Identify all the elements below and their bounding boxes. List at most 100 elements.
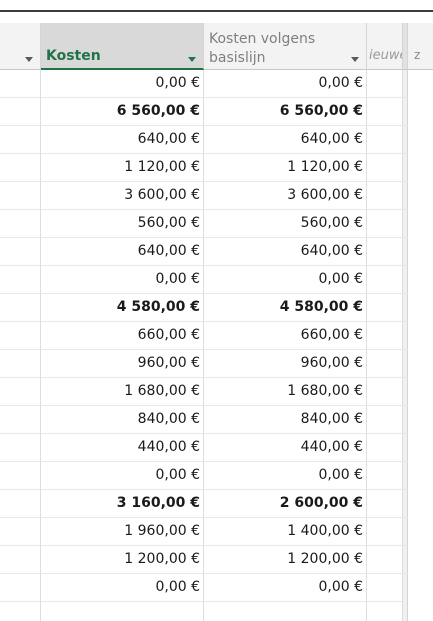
chevron-down-icon[interactable] — [188, 57, 196, 62]
row-selector[interactable] — [0, 238, 41, 266]
row-selector[interactable] — [0, 490, 41, 518]
table-row[interactable]: 0,00 €0,00 € — [0, 266, 433, 294]
table-cell[interactable] — [367, 588, 403, 621]
table-row[interactable]: 560,00 €560,00 € — [0, 210, 433, 238]
kosten-cell[interactable]: 440,00 € — [41, 434, 204, 462]
table-cell[interactable] — [0, 588, 41, 621]
kosten-cell[interactable]: 660,00 € — [41, 322, 204, 350]
pane-divider[interactable] — [403, 322, 408, 350]
pane-divider[interactable] — [403, 126, 408, 154]
table-row[interactable]: 3 600,00 €3 600,00 € — [0, 182, 433, 210]
column-header-prev[interactable] — [0, 23, 41, 70]
kosten-cell[interactable]: 0,00 € — [41, 266, 204, 294]
row-selector[interactable] — [0, 378, 41, 406]
table-row[interactable]: 1 120,00 €1 120,00 € — [0, 154, 433, 182]
table-cell[interactable] — [367, 294, 403, 322]
kosten-cell[interactable]: 0,00 € — [41, 70, 204, 98]
basislijn-cell[interactable]: 640,00 € — [204, 126, 367, 154]
kosten-cell[interactable]: 1 680,00 € — [41, 378, 204, 406]
table-row[interactable]: 0,00 €0,00 € — [0, 574, 433, 602]
table-cell[interactable] — [367, 518, 403, 546]
kosten-cell[interactable]: 6 560,00 € — [41, 98, 204, 126]
row-selector[interactable] — [0, 126, 41, 154]
pane-divider[interactable] — [403, 518, 408, 546]
kosten-cell[interactable]: 640,00 € — [41, 126, 204, 154]
table-cell[interactable] — [367, 98, 403, 126]
row-selector[interactable] — [0, 294, 41, 322]
table-cell[interactable] — [367, 266, 403, 294]
table-cell[interactable] — [367, 490, 403, 518]
kosten-cell[interactable]: 1 120,00 € — [41, 154, 204, 182]
pane-divider[interactable] — [403, 23, 408, 70]
pane-divider[interactable] — [403, 378, 408, 406]
table-cell[interactable] — [367, 322, 403, 350]
table-cell[interactable] — [367, 350, 403, 378]
table-row[interactable]: 840,00 €840,00 € — [0, 406, 433, 434]
table-cell[interactable] — [367, 210, 403, 238]
row-selector[interactable] — [0, 434, 41, 462]
basislijn-cell[interactable]: 0,00 € — [204, 70, 367, 98]
kosten-cell[interactable]: 1 960,00 € — [41, 518, 204, 546]
kosten-cell[interactable]: 1 200,00 € — [41, 546, 204, 574]
summary-row[interactable]: 6 560,00 €6 560,00 € — [0, 98, 433, 126]
pane-divider[interactable] — [403, 98, 408, 126]
kosten-cell[interactable]: 3 600,00 € — [41, 182, 204, 210]
table-cell[interactable] — [367, 238, 403, 266]
basislijn-cell[interactable]: 0,00 € — [204, 462, 367, 490]
column-header-kosten[interactable]: Kosten — [41, 23, 204, 70]
pane-divider[interactable] — [403, 238, 408, 266]
pane-divider[interactable] — [403, 350, 408, 378]
pane-divider[interactable] — [403, 406, 408, 434]
pane-divider[interactable] — [403, 266, 408, 294]
table-row[interactable]: 1 960,00 €1 400,00 € — [0, 518, 433, 546]
row-selector[interactable] — [0, 182, 41, 210]
table-row[interactable]: 0,00 €0,00 € — [0, 70, 433, 98]
table-row[interactable]: 1 680,00 €1 680,00 € — [0, 378, 433, 406]
row-selector[interactable] — [0, 210, 41, 238]
basislijn-cell[interactable]: 4 580,00 € — [204, 294, 367, 322]
pane-divider[interactable] — [403, 154, 408, 182]
pane-divider[interactable] — [403, 70, 408, 98]
table-cell[interactable] — [367, 70, 403, 98]
table-cell[interactable] — [367, 182, 403, 210]
chevron-down-icon[interactable] — [351, 57, 359, 62]
basislijn-cell[interactable]: 3 600,00 € — [204, 182, 367, 210]
kosten-cell[interactable]: 0,00 € — [41, 462, 204, 490]
table-cell[interactable] — [367, 126, 403, 154]
kosten-cell[interactable]: 960,00 € — [41, 350, 204, 378]
table-cell[interactable] — [367, 154, 403, 182]
kosten-cell[interactable]: 3 160,00 € — [41, 490, 204, 518]
table-cell[interactable] — [204, 588, 367, 621]
summary-row[interactable]: 3 160,00 €2 600,00 € — [0, 490, 433, 518]
basislijn-cell[interactable]: 840,00 € — [204, 406, 367, 434]
kosten-cell[interactable]: 560,00 € — [41, 210, 204, 238]
table-row[interactable]: 640,00 €640,00 € — [0, 238, 433, 266]
pane-divider[interactable] — [403, 588, 408, 621]
basislijn-cell[interactable]: 660,00 € — [204, 322, 367, 350]
basislijn-cell[interactable]: 560,00 € — [204, 210, 367, 238]
basislijn-cell[interactable]: 2 600,00 € — [204, 490, 367, 518]
basislijn-cell[interactable]: 440,00 € — [204, 434, 367, 462]
table-cell[interactable] — [41, 588, 204, 621]
basislijn-cell[interactable]: 960,00 € — [204, 350, 367, 378]
kosten-cell[interactable]: 840,00 € — [41, 406, 204, 434]
table-cell[interactable] — [367, 462, 403, 490]
column-header-basislijn[interactable]: Kosten volgens basislijn — [204, 23, 367, 70]
row-selector[interactable] — [0, 546, 41, 574]
table-row[interactable]: 960,00 €960,00 € — [0, 350, 433, 378]
pane-divider[interactable] — [403, 490, 408, 518]
table-row[interactable]: 1 200,00 €1 200,00 € — [0, 546, 433, 574]
row-selector[interactable] — [0, 350, 41, 378]
table-cell[interactable] — [367, 378, 403, 406]
basislijn-cell[interactable]: 0,00 € — [204, 266, 367, 294]
basislijn-cell[interactable]: 1 680,00 € — [204, 378, 367, 406]
kosten-cell[interactable]: 640,00 € — [41, 238, 204, 266]
basislijn-cell[interactable]: 640,00 € — [204, 238, 367, 266]
table-cell[interactable] — [367, 546, 403, 574]
row-selector[interactable] — [0, 518, 41, 546]
table-cell[interactable] — [367, 406, 403, 434]
row-selector[interactable] — [0, 154, 41, 182]
basislijn-cell[interactable]: 1 200,00 € — [204, 546, 367, 574]
pane-divider[interactable] — [403, 182, 408, 210]
pane-divider[interactable] — [403, 210, 408, 238]
